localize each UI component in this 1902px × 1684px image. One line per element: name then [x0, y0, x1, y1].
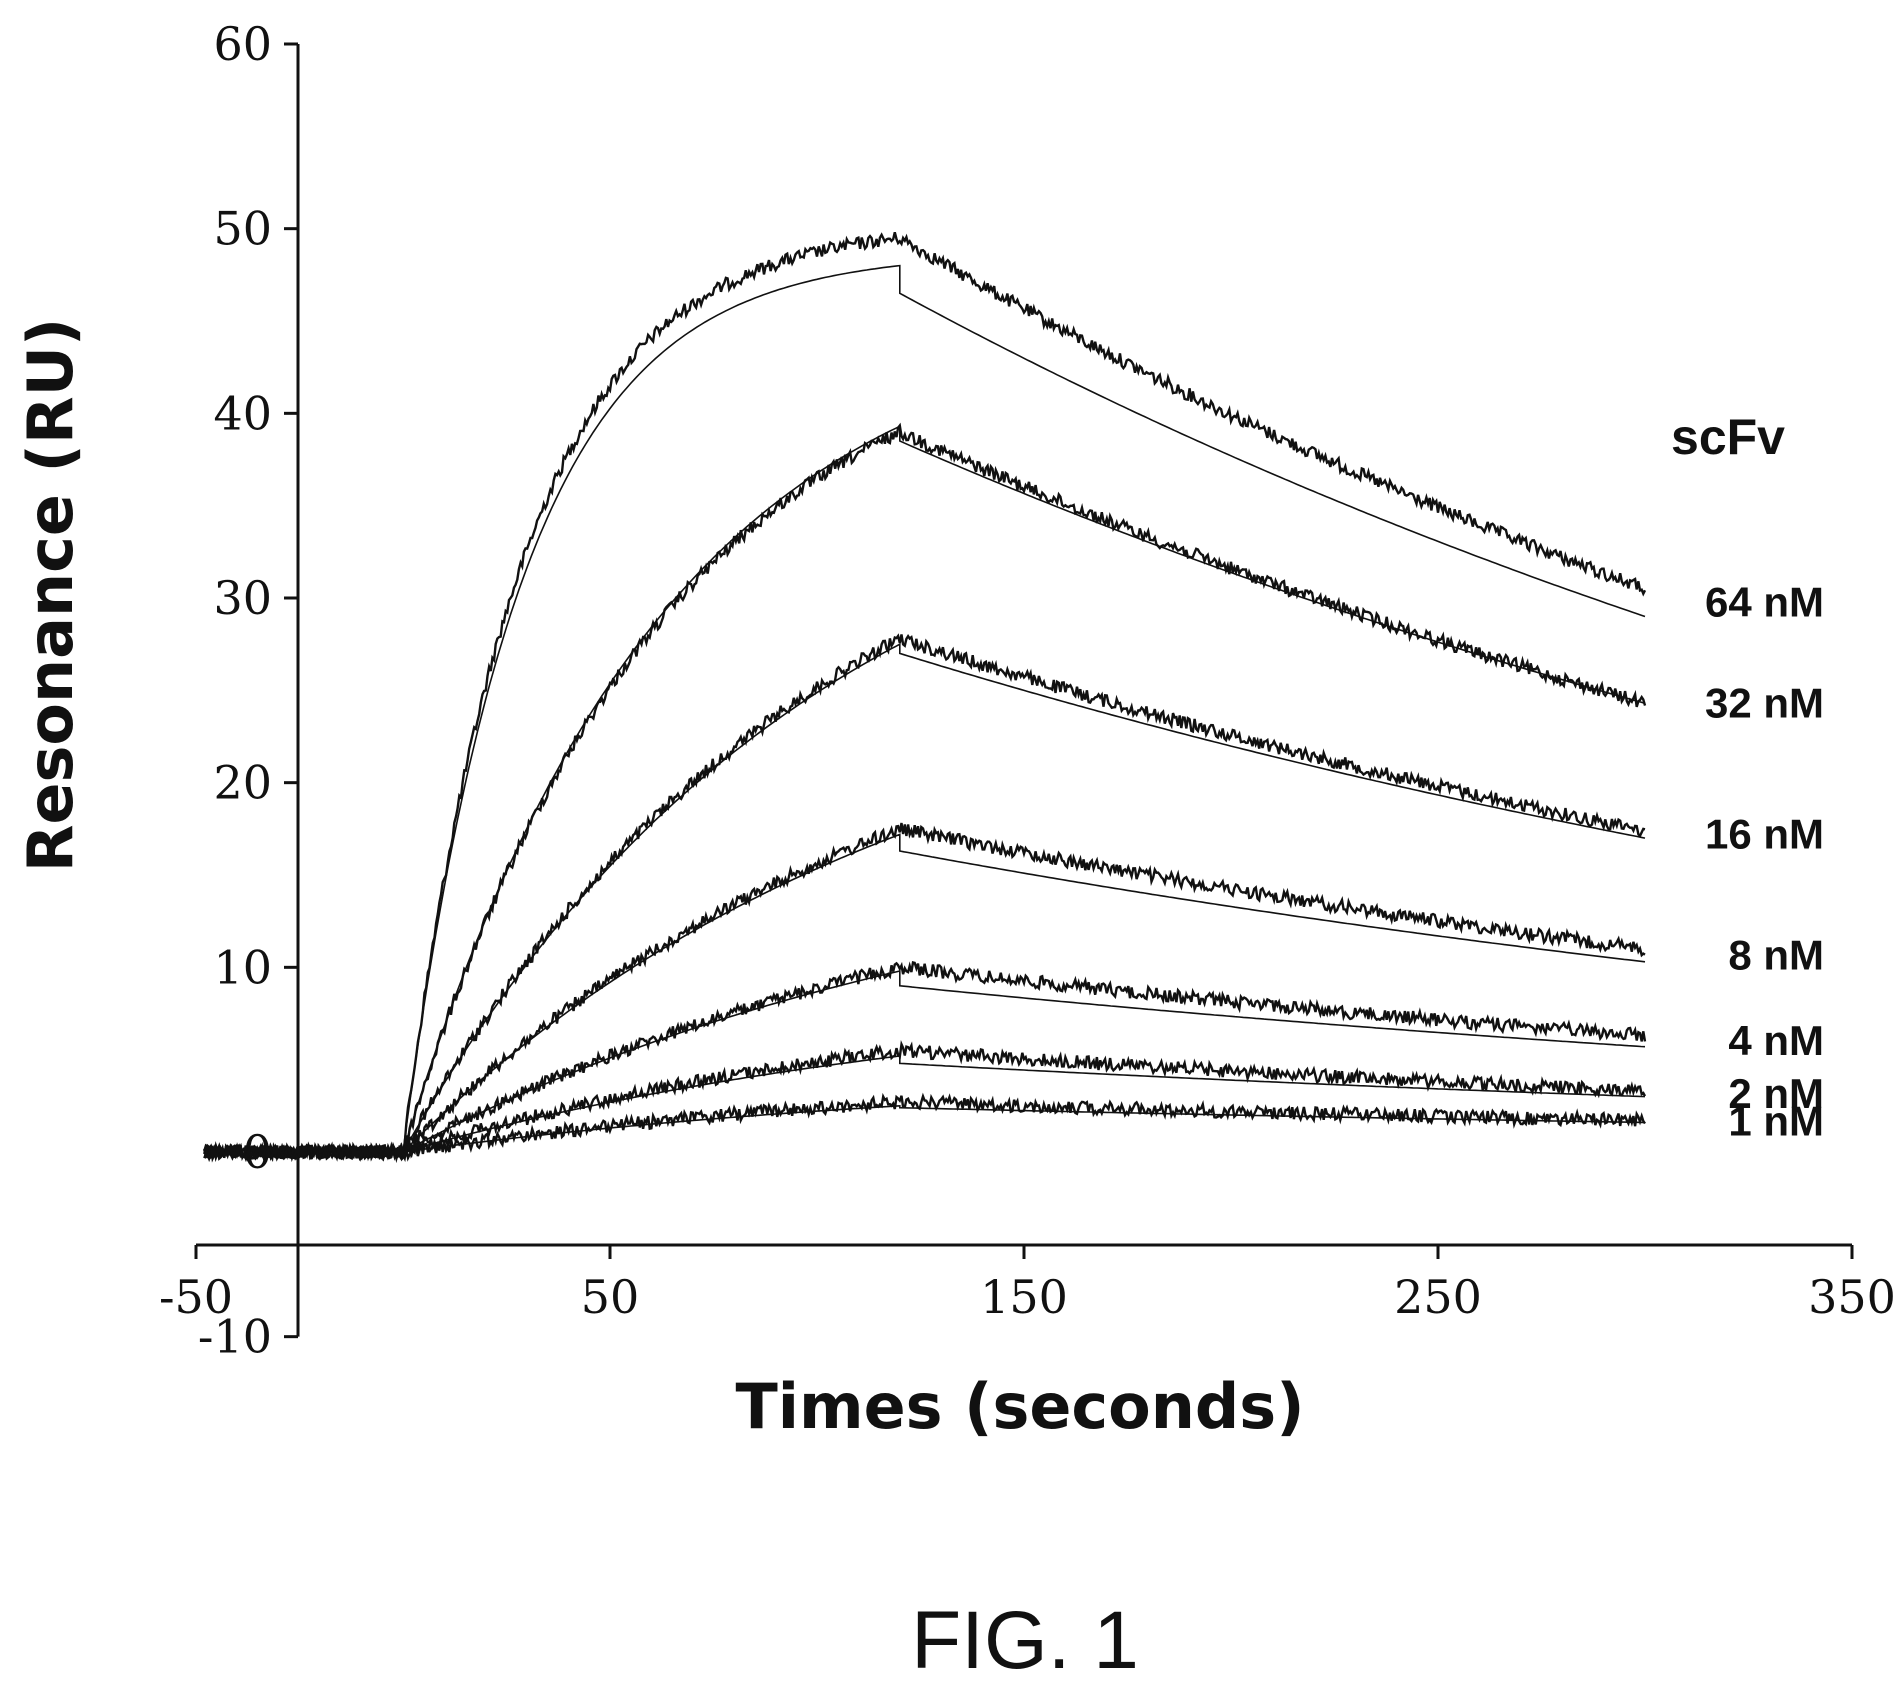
series-label: 16 nM: [1705, 810, 1824, 857]
y-tick-label: 60: [213, 17, 272, 71]
x-axis-title: Times (seconds): [735, 1370, 1304, 1443]
axes: -100102030405060-5050150250350: [159, 17, 1896, 1364]
legend-title: scFv: [1671, 409, 1785, 465]
series-label: 32 nM: [1705, 679, 1824, 726]
y-tick-label: 10: [213, 940, 272, 994]
labels: 64 nM32 nM16 nM8 nM4 nM2 nM1 nM: [1705, 579, 1824, 1145]
series-label: 4 nM: [1728, 1017, 1824, 1064]
y-tick-label: 40: [213, 386, 272, 440]
x-tick-label: -50: [159, 1270, 233, 1324]
x-tick-label: 250: [1394, 1270, 1482, 1324]
fit-curve-32-nM: [403, 426, 1645, 1152]
y-tick-label: 30: [213, 571, 272, 625]
x-tick-label: 50: [581, 1270, 640, 1324]
observed-trace-32-nM: [204, 426, 1645, 1159]
observed-trace-4-nM: [204, 963, 1645, 1159]
observed-trace-16-nM: [204, 635, 1645, 1159]
x-tick-label: 150: [980, 1270, 1068, 1324]
x-tick-label: 350: [1808, 1270, 1896, 1324]
fit-curve-4-nM: [403, 971, 1645, 1152]
fit-curve-16-nM: [403, 644, 1645, 1152]
curves: [204, 232, 1645, 1158]
series-label: 1 nM: [1728, 1098, 1824, 1145]
y-tick-label: 50: [213, 202, 272, 256]
series-label: 8 nM: [1728, 931, 1824, 978]
figure-caption: FIG. 1: [911, 1595, 1139, 1684]
y-axis-title: Resonance (RU): [14, 318, 87, 873]
y-tick-label: 20: [213, 756, 272, 810]
series-label: 64 nM: [1705, 579, 1824, 626]
